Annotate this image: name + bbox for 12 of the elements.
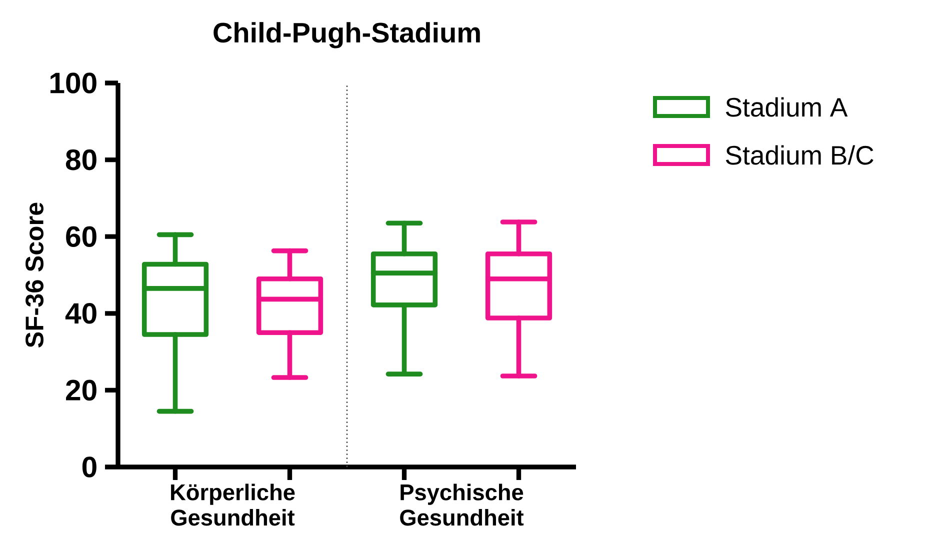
y-axis-title: SF-36 Score bbox=[26, 202, 44, 348]
y-tick-label: 40 bbox=[65, 303, 96, 324]
y-tick-label: 0 bbox=[82, 456, 96, 478]
x-tick-label: Psychische Gesundheit bbox=[400, 484, 524, 526]
legend-label: Stadium A bbox=[726, 97, 848, 117]
y-tick-label: 60 bbox=[66, 226, 96, 247]
y-tick-label: 80 bbox=[66, 149, 96, 170]
y-tick-label: 100 bbox=[50, 72, 96, 94]
x-tick-label: Körperliche Gesundheit bbox=[171, 484, 295, 526]
y-tick-label: 20 bbox=[66, 380, 96, 401]
legend-label: Stadium B/C bbox=[726, 145, 874, 165]
chart-title: Child-Pugh-Stadium bbox=[214, 22, 480, 48]
